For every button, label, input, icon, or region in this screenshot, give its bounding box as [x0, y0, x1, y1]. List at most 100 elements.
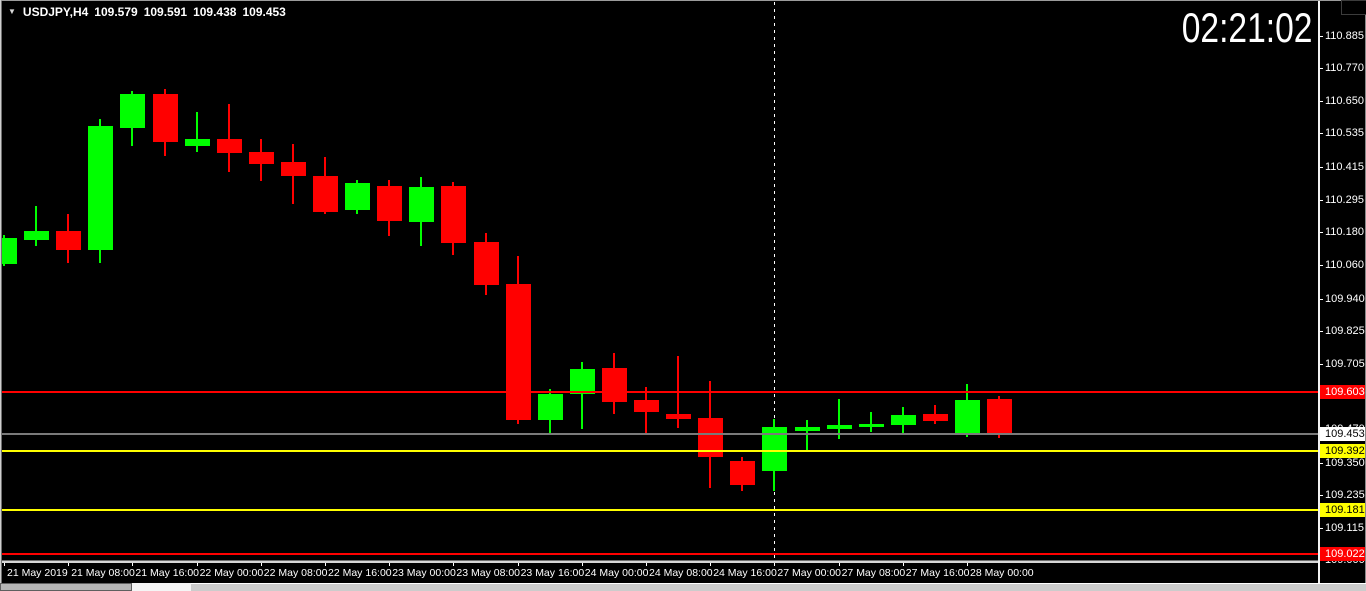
- price-axis-label: 110.060: [1325, 259, 1364, 271]
- time-axis-tick: [581, 562, 583, 566]
- time-axis-label: 21 May 2019: [7, 567, 68, 579]
- price-axis-label: 109.940: [1325, 293, 1365, 305]
- candle-wick: [837, 399, 840, 439]
- candle-body: [858, 424, 884, 427]
- top-border: [0, 0, 1366, 1]
- candle-body: [441, 186, 467, 243]
- price-level-line[interactable]: [2, 450, 1318, 452]
- price-axis-tick: [1320, 68, 1323, 69]
- time-axis-label: 27 May 00:00: [777, 567, 842, 579]
- time-axis-label: 22 May 08:00: [263, 567, 328, 579]
- time-axis-tick: [4, 562, 5, 566]
- price-level-line[interactable]: [2, 509, 1318, 511]
- time-axis-label: 28 May 00:00: [970, 567, 1034, 579]
- time-axis-label: 27 May 16:00: [905, 567, 970, 579]
- ohlc-low: 109.438: [193, 5, 237, 19]
- candle-body: [409, 187, 435, 222]
- time-axis-label: 24 May 08:00: [649, 567, 713, 579]
- price-axis-tick: [1320, 133, 1323, 134]
- candle-body: [377, 186, 403, 221]
- candle-body: [634, 400, 659, 412]
- time-axis-label: 21 May 16:00: [135, 567, 200, 579]
- time-axis-label: 22 May 00:00: [199, 567, 264, 579]
- price-axis-label: 110.535: [1325, 127, 1364, 139]
- price-axis-label: 109.350: [1325, 457, 1365, 469]
- background-window-edge-1: [0, 583, 132, 591]
- ohlc-close: 109.453: [242, 5, 286, 19]
- price-axis-label: 109.235: [1325, 489, 1365, 501]
- ohlc-high: 109.591: [143, 5, 188, 19]
- price-axis-label: 109.825: [1325, 325, 1365, 337]
- candle-body: [826, 425, 852, 429]
- price-axis-label: 109.115: [1325, 522, 1364, 534]
- candle-body: [569, 369, 595, 394]
- candle-body: [24, 231, 50, 240]
- symbol-timeframe-label: USDJPY,H4: [22, 5, 89, 19]
- price-axis-label: 110.180: [1325, 226, 1364, 238]
- candle-wick: [869, 412, 872, 432]
- time-axis-label: 23 May 16:00: [520, 567, 585, 579]
- candle-wick: [35, 206, 38, 246]
- price-level-line[interactable]: [2, 391, 1318, 393]
- candle-body: [88, 126, 114, 250]
- price-axis-tick: [1320, 265, 1323, 266]
- time-axis-label: 27 May 08:00: [841, 567, 906, 579]
- time-axis-label: 24 May 00:00: [584, 567, 649, 579]
- background-window-edge-3: [191, 583, 1366, 591]
- time-axis-label: 23 May 00:00: [392, 567, 456, 579]
- chart-bottom-border: [2, 561, 1318, 563]
- price-tag[interactable]: 109.603: [1318, 385, 1366, 399]
- candle-body: [184, 139, 210, 146]
- time-axis-tick: [967, 562, 968, 566]
- candle-body: [313, 176, 338, 212]
- candle-wick: [805, 420, 808, 451]
- time-axis-tick: [838, 562, 840, 566]
- time-axis-label: 24 May 16:00: [713, 567, 777, 579]
- candle-body: [537, 394, 563, 420]
- time-axis[interactable]: 21 May 2019 21 May 08:00 21 May 16:00 22 Ma…: [2, 562, 1318, 583]
- price-axis-tick: [1320, 463, 1323, 464]
- candle-body: [280, 162, 306, 176]
- chart-bottom-border-shadow: [2, 560, 1318, 561]
- time-axis-tick: [453, 562, 455, 566]
- price-axis-label: 109.705: [1325, 358, 1365, 370]
- price-level-line[interactable]: [2, 433, 1318, 435]
- candle-body: [56, 231, 82, 250]
- price-level-line[interactable]: [2, 553, 1318, 555]
- left-border-inner: [1, 1, 2, 583]
- price-axis-tick: [1320, 495, 1323, 496]
- time-axis-tick: [646, 562, 647, 566]
- candle-body: [666, 414, 692, 419]
- symbol-dropdown-icon[interactable]: ▼: [8, 7, 16, 16]
- candle-body: [987, 399, 1013, 434]
- time-axis-tick: [710, 562, 712, 566]
- price-tag[interactable]: 109.392: [1318, 444, 1366, 458]
- candle-body: [345, 183, 371, 210]
- price-axis-tick: [1320, 167, 1323, 168]
- price-tag[interactable]: 109.181: [1318, 503, 1366, 517]
- time-axis-label: 23 May 08:00: [456, 567, 521, 579]
- price-axis-label: 110.650: [1325, 95, 1364, 107]
- price-tag[interactable]: 109.022: [1318, 547, 1366, 561]
- price-axis-tick: [1320, 331, 1323, 332]
- price-axis-label: 110.885: [1325, 30, 1364, 42]
- price-axis-tick: [1320, 364, 1323, 365]
- time-axis-tick: [132, 562, 134, 566]
- chart-area[interactable]: [2, 0, 1318, 560]
- vertical-dashed-line[interactable]: [774, 2, 776, 560]
- price-tag[interactable]: 109.453: [1318, 427, 1366, 441]
- time-axis-tick: [902, 562, 904, 566]
- candle-body: [120, 94, 146, 128]
- candle-wick: [580, 362, 583, 429]
- time-axis-label: 21 May 08:00: [71, 567, 135, 579]
- candle-body: [794, 427, 820, 431]
- price-axis-label: 110.770: [1325, 62, 1364, 74]
- candle-body: [248, 152, 274, 164]
- candle-body: [730, 461, 756, 485]
- price-axis[interactable]: 109.603 109.453 109.392 109.181 109.022 110.8…: [1318, 0, 1366, 583]
- price-axis-tick: [1320, 299, 1323, 300]
- candle-body: [473, 242, 499, 285]
- candle-body: [955, 400, 980, 434]
- axis-separator-line: [1318, 0, 1320, 583]
